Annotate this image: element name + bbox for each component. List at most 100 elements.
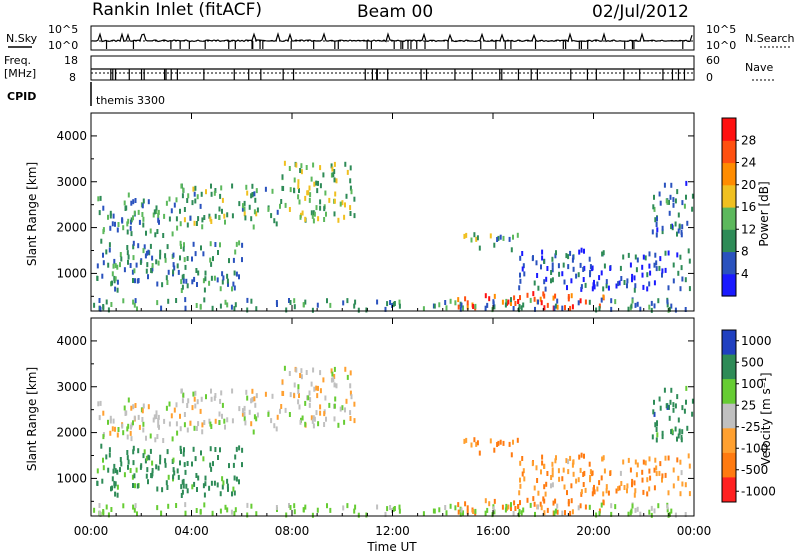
heatmap-cell [644, 460, 647, 466]
heatmap-cell [666, 299, 669, 305]
heatmap-cell [241, 242, 244, 248]
heatmap-cell [181, 489, 184, 495]
heatmap-cell [392, 301, 395, 307]
heatmap-cell [679, 286, 682, 292]
heatmap-cell [516, 437, 519, 443]
heatmap-cell [484, 498, 487, 504]
heatmap-cell [132, 255, 135, 261]
heatmap-cell [293, 304, 296, 310]
heatmap-cell [179, 221, 182, 227]
heatmap-cell [655, 232, 658, 238]
heatmap-cell [111, 221, 114, 227]
heatmap-cell [569, 510, 572, 516]
heatmap-cell [677, 270, 680, 276]
heatmap-cell [319, 205, 322, 211]
heatmap-cell [595, 512, 598, 518]
heatmap-cell [313, 416, 316, 422]
colorbar-segment [722, 403, 736, 429]
nsky-tick-top-right: 10^5 [706, 23, 736, 36]
heatmap-cell [307, 190, 310, 196]
heatmap-cell [196, 487, 198, 492]
heatmap-cell [579, 503, 582, 509]
heatmap-cell [510, 301, 512, 306]
heatmap-cell [539, 296, 542, 302]
heatmap-cell [283, 365, 286, 371]
heatmap-cell [223, 213, 226, 219]
heatmap-cell [238, 445, 241, 451]
heatmap-cell [116, 227, 119, 233]
heatmap-cell [389, 505, 392, 510]
heatmap-cell [172, 269, 175, 275]
heatmap-cell [580, 284, 583, 290]
heatmap-cell [126, 434, 129, 440]
heatmap-cell [316, 507, 319, 513]
heatmap-cell [105, 454, 108, 460]
heatmap-cell [354, 299, 357, 305]
heatmap-cell [203, 502, 206, 508]
heatmap-cell [181, 398, 184, 404]
heatmap-cell [664, 472, 667, 478]
heatmap-cell [196, 282, 198, 287]
heatmap-cell [591, 470, 594, 476]
heatmap-cell [562, 467, 565, 473]
heatmap-cell [139, 464, 142, 470]
heatmap-cell [550, 270, 553, 275]
heatmap-cell [519, 278, 522, 284]
colorbar-segment [722, 207, 736, 230]
heatmap-cell [680, 229, 683, 235]
heatmap-cell [165, 405, 168, 411]
heatmap-cell [285, 307, 288, 313]
heatmap-cell [246, 502, 249, 508]
heatmap-cell [155, 410, 158, 416]
heatmap-cell [569, 455, 572, 461]
heatmap-cell [307, 395, 310, 401]
heatmap-cell [153, 414, 156, 420]
heatmap-cell [204, 475, 207, 481]
heatmap-cell [534, 306, 536, 312]
heatmap-cell [101, 478, 104, 484]
heatmap-cell [116, 264, 119, 270]
heatmap-cell [186, 283, 189, 289]
heatmap-cell [134, 503, 137, 509]
heatmap-cell [228, 258, 230, 264]
heatmap-cell [353, 196, 356, 202]
heatmap-cell [659, 200, 662, 206]
heatmap-cell [108, 452, 111, 458]
heatmap-cell [175, 503, 178, 508]
heatmap-cell [285, 512, 288, 518]
heatmap-cell [126, 250, 129, 256]
heatmap-cell [564, 305, 566, 311]
heatmap-cell [113, 258, 116, 264]
heatmap-cell [281, 379, 284, 385]
heatmap-cell [224, 219, 226, 225]
heatmap-cell [123, 405, 126, 411]
heatmap-cell [191, 279, 194, 285]
heatmap-cell [108, 247, 111, 253]
heatmap-cell [634, 488, 637, 494]
heatmap-cell [311, 512, 314, 518]
heatmap-cell [301, 415, 304, 421]
heatmap-cell [325, 416, 327, 422]
heatmap-cell [685, 180, 688, 186]
heatmap-cell [122, 430, 125, 436]
heatmap-cell [191, 256, 193, 262]
heatmap-cell [631, 277, 633, 283]
heatmap-cell [684, 482, 687, 488]
heatmap-cell [335, 178, 338, 184]
heatmap-cell [130, 231, 133, 237]
heatmap-cell [572, 266, 575, 272]
heatmap-cell [312, 162, 315, 168]
heatmap-cell [526, 497, 529, 503]
heatmap-cell [544, 286, 547, 292]
heatmap-cell [531, 256, 534, 262]
heatmap-cell [111, 280, 113, 286]
heatmap-cell [519, 500, 521, 506]
heatmap-cell [333, 403, 336, 409]
heatmap-cell [631, 503, 634, 509]
heatmap-cell [315, 410, 318, 416]
heatmap-cell [653, 485, 656, 491]
heatmap-cell [636, 462, 639, 468]
heatmap-cell [107, 512, 110, 518]
heatmap-cell [234, 249, 237, 255]
heatmap-cell [593, 284, 596, 290]
